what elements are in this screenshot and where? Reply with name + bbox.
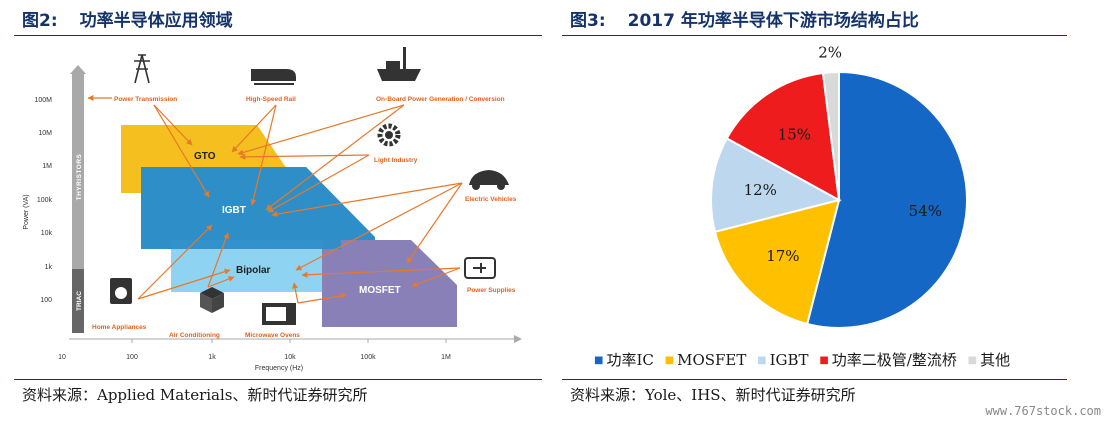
bipolar-label: Bipolar bbox=[236, 265, 271, 276]
washing-machine-icon bbox=[110, 278, 132, 304]
legend-label: 其他 bbox=[980, 351, 1011, 369]
legend-item-ic: ■ 功率IC bbox=[594, 351, 654, 369]
pie-legend: ■ 功率IC ■ MOSFET ■ IGBT ■ 功率二极管/整流桥 ■ 其他 bbox=[594, 349, 1016, 370]
figure-3-source: 资料来源：Yole、IHS、新时代证券研究所 bbox=[570, 386, 856, 404]
y-tick-label: 10M bbox=[38, 130, 52, 137]
x-tick-label: 100k bbox=[360, 354, 376, 361]
legend-swatch: ■ bbox=[967, 355, 978, 366]
market-share-pie-chart: 54% 17% 12% 15% 2% bbox=[710, 43, 968, 329]
transmission-tower-icon bbox=[134, 54, 150, 84]
electric-car-icon bbox=[469, 170, 509, 190]
triac-bar bbox=[72, 269, 84, 333]
legend-item-mosfet: ■ MOSFET bbox=[665, 351, 747, 369]
figure-2-panel: 图2: 功率半导体应用领域 100M 10M 1M 100k 10k 1k 100… bbox=[14, 0, 542, 427]
label-air-conditioning: Air Conditioning bbox=[169, 332, 220, 339]
figure-3-title: 图3: 2017 年功率半导体下游市场结构占比 bbox=[570, 6, 919, 31]
x-tick-label: 10k bbox=[284, 354, 296, 361]
label-power-transmission: Power Transmission bbox=[114, 96, 177, 103]
application-arrows bbox=[87, 95, 463, 304]
air-conditioner-icon bbox=[200, 287, 224, 313]
x-tick-label: 100 bbox=[126, 354, 138, 361]
x-ticks: 10 100 1k 10k 100k 1M bbox=[58, 354, 451, 361]
y-tick-label: 100 bbox=[40, 297, 52, 304]
figure-2-number: 图2: bbox=[22, 11, 58, 31]
gto-label: GTO bbox=[194, 151, 216, 162]
x-tick-label: 1M bbox=[441, 354, 451, 361]
y-tick-label: 1M bbox=[42, 163, 52, 170]
slice-value-label: 54% bbox=[909, 202, 942, 220]
figure-3-number: 图3: bbox=[570, 11, 606, 31]
slice-value-label: 12% bbox=[744, 181, 777, 199]
figure-3-title-text: 2017 年功率半导体下游市场结构占比 bbox=[627, 11, 919, 31]
legend-item-diode: ■ 功率二极管/整流桥 bbox=[819, 351, 957, 369]
slice-power-ic bbox=[805, 70, 968, 329]
legend-label: 功率二极管/整流桥 bbox=[831, 351, 957, 369]
label-home-appliances: Home Appliances bbox=[92, 324, 147, 331]
slice-value-label: 2% bbox=[818, 43, 842, 61]
microwave-icon bbox=[262, 303, 296, 325]
label-light-industry: Light Industry bbox=[374, 157, 418, 164]
y-tick-label: 100M bbox=[34, 97, 52, 104]
legend-label: 功率IC bbox=[606, 351, 654, 369]
y-tick-label: 100k bbox=[37, 197, 53, 204]
y-tick-label: 10k bbox=[41, 230, 53, 237]
legend-swatch: ■ bbox=[757, 355, 767, 366]
legend-swatch: ■ bbox=[664, 355, 675, 366]
x-axis-arrow bbox=[514, 335, 522, 343]
legend-item-igbt: ■ IGBT bbox=[757, 351, 808, 369]
y-ticks: 100M 10M 1M 100k 10k 1k 100 bbox=[34, 97, 52, 304]
slice-igbt bbox=[710, 136, 842, 234]
train-icon bbox=[251, 69, 296, 85]
thyristors-bar-arrow bbox=[70, 65, 86, 74]
y-axis-label: Power (VA) bbox=[23, 194, 30, 229]
label-electric-vehicles: Electric Vehicles bbox=[465, 196, 517, 203]
battery-plug-icon bbox=[464, 257, 496, 279]
legend-swatch: ■ bbox=[819, 355, 829, 366]
title-rule bbox=[562, 35, 1067, 36]
slice-value-label: 15% bbox=[778, 125, 811, 143]
source-rule bbox=[562, 379, 1067, 380]
figure-2-title-text: 功率半导体应用领域 bbox=[79, 11, 233, 31]
slice-diode bbox=[725, 71, 841, 202]
thyristors-bar bbox=[72, 73, 84, 269]
slice-value-label: 17% bbox=[766, 247, 799, 265]
legend-label: MOSFET bbox=[677, 351, 747, 369]
thyristors-label: THYRISTORS bbox=[76, 153, 83, 200]
legend-label: IGBT bbox=[769, 351, 809, 369]
x-tick-label: 1k bbox=[208, 354, 216, 361]
gear-icon bbox=[377, 123, 401, 147]
x-tick-label: 10 bbox=[58, 354, 66, 361]
mosfet-label: MOSFET bbox=[359, 285, 401, 296]
label-high-speed-rail: High-Speed Rail bbox=[246, 96, 296, 103]
title-rule bbox=[14, 35, 542, 36]
source-rule bbox=[14, 379, 542, 380]
legend-item-other: ■ 其他 bbox=[968, 351, 1010, 369]
label-microwave-ovens: Microwave Ovens bbox=[245, 332, 300, 339]
power-semiconductor-application-diagram: 100M 10M 1M 100k 10k 1k 100 Power (VA) 1… bbox=[23, 47, 522, 372]
x-axis-label: Frequency (Hz) bbox=[255, 365, 303, 372]
figure-3-panel: 图3: 2017 年功率半导体下游市场结构占比 54% 17% 12% 15% 2% ■ 功… bbox=[562, 0, 1067, 427]
label-onboard-power: On-Board Power Generation / Conversion bbox=[376, 96, 505, 103]
legend-swatch: ■ bbox=[594, 355, 604, 366]
figure-2-source: 资料来源：Applied Materials、新时代证券研究所 bbox=[22, 386, 368, 404]
slice-other bbox=[821, 70, 840, 201]
mosfet-region bbox=[322, 240, 457, 327]
igbt-overlap bbox=[141, 167, 341, 249]
slice-mosfet bbox=[713, 198, 841, 326]
figure-2-title: 图2: 功率半导体应用领域 bbox=[22, 6, 233, 31]
label-power-supplies: Power Supplies bbox=[467, 287, 516, 294]
triac-label: TRIAC bbox=[76, 291, 83, 311]
ship-icon bbox=[377, 47, 421, 81]
igbt-label: IGBT bbox=[222, 205, 246, 216]
y-tick-label: 1k bbox=[45, 264, 53, 271]
watermark: www.767stock.com bbox=[985, 404, 1101, 418]
